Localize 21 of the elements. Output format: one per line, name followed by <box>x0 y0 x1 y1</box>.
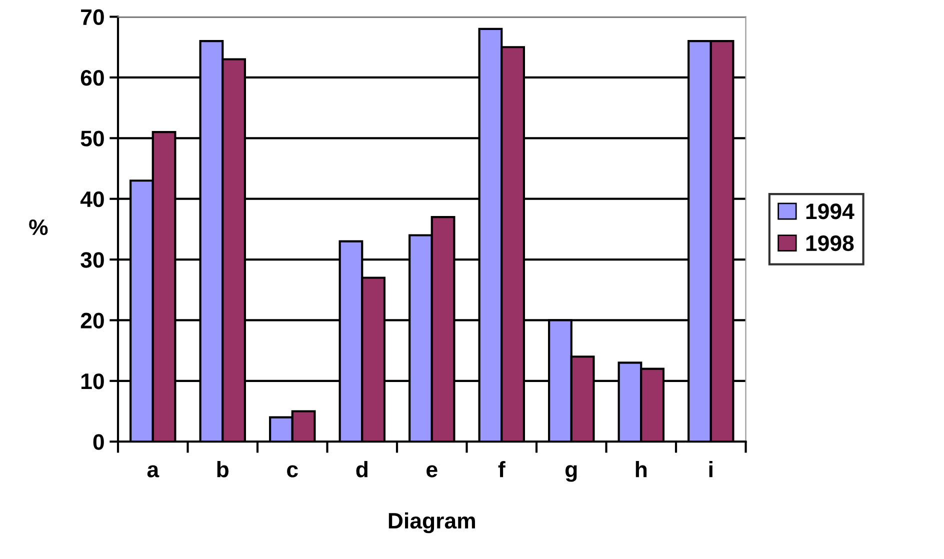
y-axis-title: % <box>29 219 48 236</box>
x-tick-label: a <box>147 465 160 478</box>
x-tick-label: g <box>566 465 577 482</box>
x-tick-label: f <box>498 461 506 478</box>
y-tick-label: 20 <box>80 312 104 328</box>
y-tick-label: 30 <box>80 252 104 268</box>
x-axis-title: Diagram <box>388 512 475 534</box>
x-tick-label: b <box>217 461 229 478</box>
y-tick-label: 50 <box>80 130 104 146</box>
x-tick-label: e <box>426 465 438 478</box>
y-tick-label: 40 <box>80 191 104 208</box>
y-tick-label: 0 <box>93 434 104 450</box>
x-tick-label: d <box>356 461 368 478</box>
x-tick-label: i <box>709 461 712 478</box>
y-tick-label: 60 <box>80 70 104 86</box>
y-tick-label: 70 <box>81 9 104 26</box>
x-tick-label: h <box>636 461 647 478</box>
legend-label: 1998 <box>806 235 854 252</box>
x-tick-label: c <box>287 465 298 478</box>
y-tick-label: 10 <box>81 373 104 390</box>
legend-label: 1994 <box>806 204 854 220</box>
